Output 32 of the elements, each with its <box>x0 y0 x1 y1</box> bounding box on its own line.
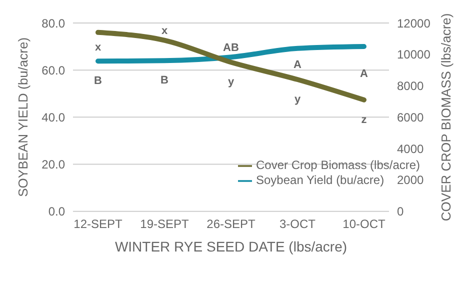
y-tick-label: 40.0 <box>42 110 66 124</box>
x-axis-title: WINTER RYE SEED DATE (lbs/acre) <box>114 238 348 254</box>
y2-tick-label: 12000 <box>397 16 431 30</box>
y2-tick-label: 0 <box>397 204 404 219</box>
y-axis-title: SOYBEAN YIELD (bu/acre) <box>16 37 31 197</box>
x-tick-label: 3-OCT <box>280 216 316 231</box>
legend-label: Cover Crop Biomass (lbs/acre) <box>256 158 420 172</box>
annotation: A <box>294 58 302 71</box>
y-tick-label: 60.0 <box>42 63 66 78</box>
annotation: z <box>361 114 368 126</box>
y-tick-label: 0.0 <box>48 204 66 219</box>
annotation: B <box>160 74 169 87</box>
annotation: AB <box>223 42 239 54</box>
y2-tick-label: 10000 <box>397 48 431 62</box>
y2-tick-label: 2000 <box>397 173 424 188</box>
annotation: x <box>161 25 168 38</box>
legend-label: Soybean Yield (bu/acre) <box>256 172 384 187</box>
y-tick-label: 20.0 <box>42 158 66 172</box>
x-tick-label: 19-SEPT <box>140 216 190 231</box>
x-tick-label: 26-SEPT <box>206 216 256 231</box>
y2-tick-label: 8000 <box>397 79 424 94</box>
annotation: B <box>94 75 102 88</box>
x-tick-label: 10-OCT <box>342 216 386 231</box>
y2-tick-label: 6000 <box>397 110 424 124</box>
annotation: x <box>94 42 102 54</box>
y2-tick-label: 4000 <box>397 142 424 156</box>
annotation: y <box>294 93 302 106</box>
y-tick-label: 80.0 <box>42 16 66 30</box>
annotation: A <box>360 68 368 80</box>
x-tick-label: 12-SEPT <box>74 216 124 231</box>
y2-axis-title: COVER CROP BIOMASS (lbs/acre) <box>438 13 454 222</box>
annotation: y <box>228 76 235 88</box>
